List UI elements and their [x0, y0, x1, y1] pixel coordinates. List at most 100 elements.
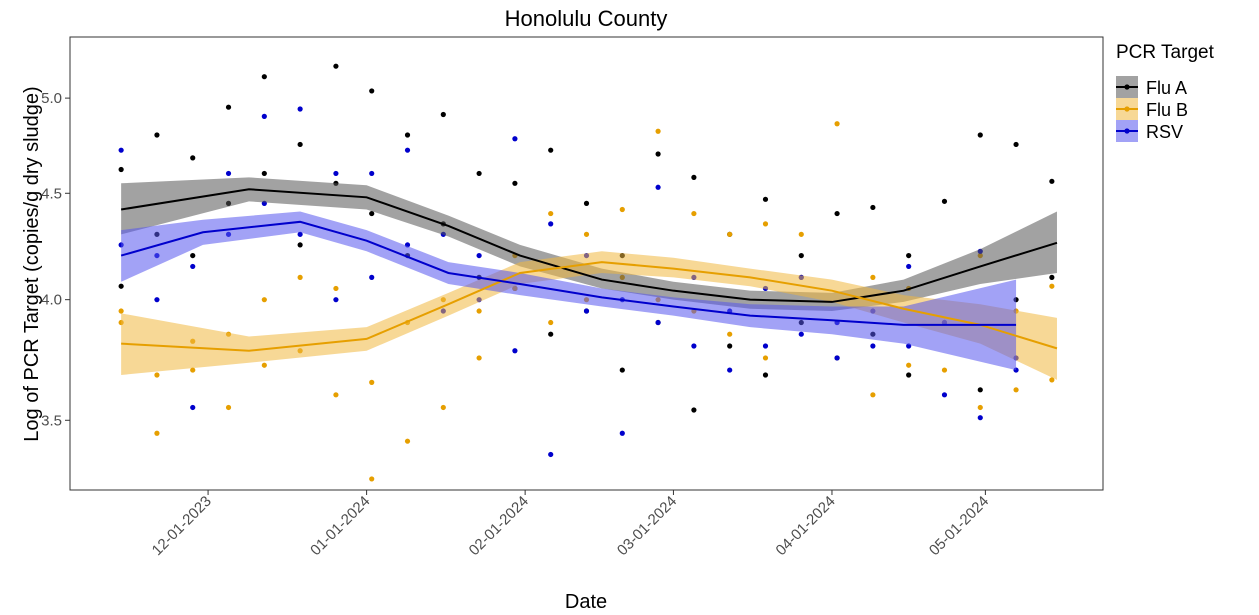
data-point — [297, 231, 303, 237]
legend-label: Flu B — [1146, 100, 1188, 120]
data-point — [333, 63, 339, 69]
data-point — [369, 88, 375, 94]
data-point — [476, 308, 482, 314]
data-point — [369, 274, 375, 280]
data-point — [691, 174, 697, 180]
data-point — [404, 438, 411, 444]
data-point — [297, 242, 303, 248]
data-point — [369, 170, 375, 177]
y-tick-label: 4.0 — [41, 292, 62, 309]
data-point — [619, 430, 625, 436]
legend-title: PCR Target — [1116, 42, 1215, 63]
data-point — [619, 206, 625, 213]
data-point — [870, 392, 876, 398]
data-point — [476, 170, 482, 177]
data-point — [440, 111, 446, 118]
data-point — [225, 104, 232, 110]
data-point — [512, 348, 518, 354]
smooth-line — [120, 220, 1017, 326]
data-point — [583, 231, 590, 237]
data-point — [762, 343, 769, 349]
data-point — [906, 372, 912, 378]
data-point — [834, 210, 840, 217]
data-point — [369, 210, 375, 217]
data-point — [727, 331, 733, 337]
data-point — [261, 74, 267, 80]
smooth-line — [121, 261, 1058, 352]
data-point — [548, 319, 554, 326]
data-point — [297, 274, 303, 280]
data-point — [727, 367, 733, 373]
legend-label: Flu A — [1146, 78, 1187, 98]
data-point — [762, 372, 769, 378]
data-point — [190, 155, 196, 161]
data-point — [154, 372, 160, 378]
data-point — [870, 274, 876, 280]
data-point — [727, 231, 733, 237]
y-axis-label: Log of PCR Target (copies/g dry sludge) — [21, 86, 43, 441]
data-point — [1049, 274, 1055, 280]
legend-dot — [1124, 84, 1130, 90]
x-tick-label: 03-01-2024 — [614, 493, 680, 559]
data-point — [440, 404, 446, 411]
data-point — [655, 151, 661, 157]
y-tick-label: 4.5 — [41, 185, 62, 202]
data-point — [977, 132, 983, 138]
data-point — [548, 221, 554, 227]
data-point — [333, 297, 339, 303]
data-point — [834, 121, 840, 127]
data-point — [154, 430, 160, 436]
confidence-band — [121, 251, 1057, 380]
x-axis-label: Date — [565, 591, 607, 613]
data-point — [977, 387, 983, 393]
data-point — [369, 476, 375, 482]
data-point — [655, 319, 661, 326]
legend-dot — [1124, 106, 1130, 112]
data-point — [906, 362, 912, 368]
data-point — [225, 404, 232, 411]
data-point — [118, 308, 124, 314]
data-point — [691, 210, 697, 217]
data-point — [583, 200, 590, 206]
confidence-band — [121, 177, 1057, 312]
data-point — [476, 355, 482, 361]
smooth-line — [120, 188, 1058, 303]
data-point — [512, 136, 518, 142]
data-point — [941, 367, 948, 373]
data-point — [548, 451, 554, 458]
data-point — [333, 285, 339, 292]
x-tick-label: 12-01-2023 — [149, 493, 215, 559]
x-tick-label: 02-01-2024 — [466, 493, 532, 559]
data-point — [906, 252, 912, 259]
y-tick-label: 3.5 — [41, 412, 62, 429]
data-point — [1049, 283, 1055, 289]
data-point — [154, 297, 160, 303]
x-tick-label: 01-01-2024 — [307, 493, 373, 559]
data-point — [297, 106, 303, 112]
x-tick-label: 05-01-2024 — [926, 493, 992, 559]
data-point — [476, 252, 482, 259]
data-point — [190, 367, 196, 373]
confidence-band — [121, 211, 1017, 371]
data-point — [225, 170, 232, 177]
data-point — [798, 231, 804, 237]
data-point — [798, 252, 804, 259]
data-point — [834, 355, 840, 361]
data-point — [548, 147, 554, 153]
data-point — [691, 343, 697, 349]
data-point — [691, 407, 697, 413]
data-point — [941, 392, 948, 398]
data-point — [870, 204, 876, 211]
data-point — [297, 141, 303, 148]
data-point — [977, 404, 983, 411]
data-point — [619, 367, 625, 373]
data-point — [798, 331, 804, 337]
data-point — [1013, 141, 1019, 148]
data-point — [1013, 387, 1019, 393]
data-point — [190, 263, 196, 270]
plot-frame — [69, 36, 1104, 491]
data-point — [118, 283, 124, 289]
data-point — [512, 180, 518, 186]
data-point — [941, 198, 948, 204]
